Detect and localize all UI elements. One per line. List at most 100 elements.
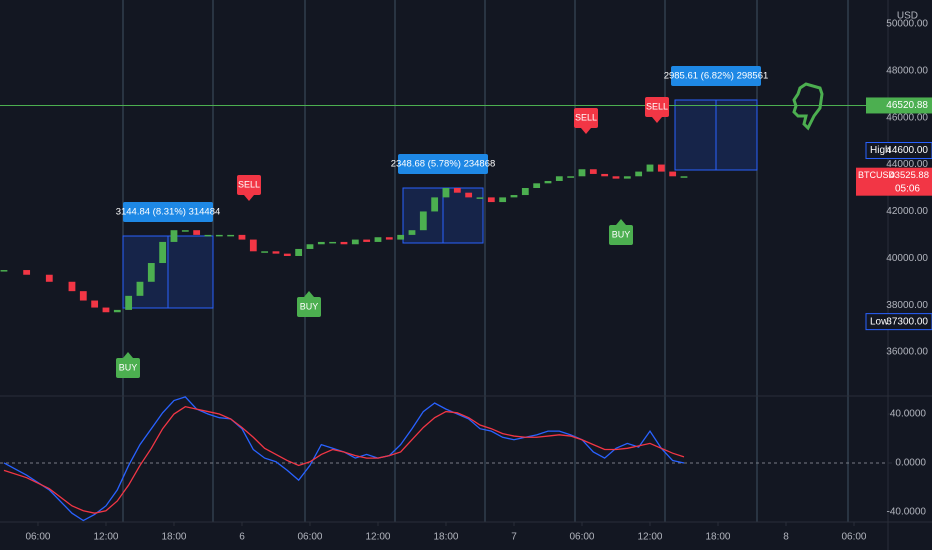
x-tick-label: 06:00: [297, 532, 322, 543]
x-tick-label: 12:00: [637, 532, 662, 543]
x-tick-label: 06:00: [25, 532, 50, 543]
measure-label: 3144.84 (8.31%) 314484: [116, 207, 221, 218]
candle: [249, 239, 257, 252]
last-tag-bg: [856, 167, 932, 196]
candle: [159, 241, 167, 264]
candle: [419, 211, 427, 231]
candle: [374, 237, 382, 242]
axis-tag-bg: [865, 313, 932, 331]
y-tick-label: -40.0000: [887, 507, 927, 518]
measure-label-bg: [671, 66, 761, 86]
candle: [589, 169, 597, 174]
candle: [91, 300, 99, 308]
candle: [102, 307, 110, 313]
signal-label: SELL: [646, 101, 668, 111]
candle: [442, 188, 450, 198]
candle: [555, 176, 563, 181]
candle: [125, 295, 133, 310]
y-tick-label: 38000.00: [886, 300, 928, 311]
y-tick-label: 48000.00: [886, 65, 928, 76]
candle: [340, 241, 348, 245]
y-tick-label: 0.0000: [895, 458, 926, 469]
signal-pointer: [123, 352, 133, 358]
candle: [680, 176, 688, 178]
candle: [0, 270, 8, 272]
signal-label: SELL: [238, 179, 260, 189]
axis-tag-name: High: [870, 145, 891, 156]
measure-label-bg: [123, 202, 213, 222]
candle: [408, 230, 416, 235]
candle: [533, 183, 541, 189]
signal-label: BUY: [119, 362, 138, 372]
candle: [238, 234, 246, 240]
y-tick-label: 46000.00: [886, 112, 928, 123]
candle: [170, 230, 178, 242]
candle: [147, 263, 155, 282]
axis-tag-value: 46520.88: [886, 100, 928, 111]
candle: [136, 281, 144, 296]
candle: [453, 188, 461, 193]
candle: [601, 173, 609, 177]
signal-label: SELL: [575, 112, 597, 122]
signal-bg: [574, 108, 598, 128]
x-tick-label: 18:00: [161, 532, 186, 543]
candle: [204, 234, 212, 237]
signal-bg: [645, 97, 669, 117]
measure-label: 2985.61 (6.82%) 298561: [664, 71, 769, 82]
candle: [79, 291, 87, 301]
currency: USD: [897, 11, 918, 22]
candle: [544, 180, 552, 184]
candle: [397, 234, 405, 240]
x-tick-label: 18:00: [433, 532, 458, 543]
y-tick-label: 36000.00: [886, 347, 928, 358]
candle: [465, 192, 473, 198]
candle: [23, 270, 31, 275]
candle: [612, 176, 620, 179]
x-tick-label: 12:00: [365, 532, 390, 543]
signal-pointer: [581, 128, 591, 134]
y-tick-label: 50000.00: [886, 19, 928, 30]
candle: [487, 197, 495, 203]
y-tick-label: 42000.00: [886, 206, 928, 217]
candle: [113, 309, 121, 313]
candle: [295, 248, 303, 256]
candle: [657, 164, 665, 172]
signal-bg: [609, 225, 633, 245]
candle: [431, 197, 439, 212]
signal-pointer: [304, 291, 314, 297]
signal-bg: [116, 358, 140, 378]
candle: [193, 230, 201, 235]
candle: [68, 281, 76, 292]
signal-label: BUY: [300, 301, 319, 311]
candle: [329, 241, 337, 244]
y-tick-label: 40000.00: [886, 253, 928, 264]
last-symbol: BTCUSD: [858, 170, 896, 180]
candle: [261, 251, 269, 253]
y-tick-label: 40.0000: [890, 409, 927, 420]
candle: [669, 171, 677, 177]
candle: [385, 237, 393, 240]
candle: [567, 176, 575, 178]
thumb-icon: [792, 82, 824, 131]
candle: [521, 188, 529, 196]
last-value: 43525.88: [889, 170, 929, 181]
x-tick-label: 12:00: [93, 532, 118, 543]
signal-bg: [297, 297, 321, 317]
candle: [578, 169, 586, 177]
x-tick-label: 18:00: [705, 532, 730, 543]
signal-pointer: [652, 117, 662, 123]
candle: [45, 274, 53, 282]
candle: [363, 239, 371, 242]
candle: [635, 171, 643, 177]
candle: [283, 253, 291, 256]
axis-tag-bg: [866, 97, 932, 114]
countdown: 05:06: [895, 183, 920, 194]
x-tick-label: 8: [783, 532, 789, 543]
signal-pointer: [616, 219, 626, 225]
x-tick-label: 06:00: [841, 532, 866, 543]
candle: [623, 176, 631, 179]
candle: [351, 239, 359, 245]
measure-label: 2348.68 (5.78%) 234868: [391, 159, 496, 170]
